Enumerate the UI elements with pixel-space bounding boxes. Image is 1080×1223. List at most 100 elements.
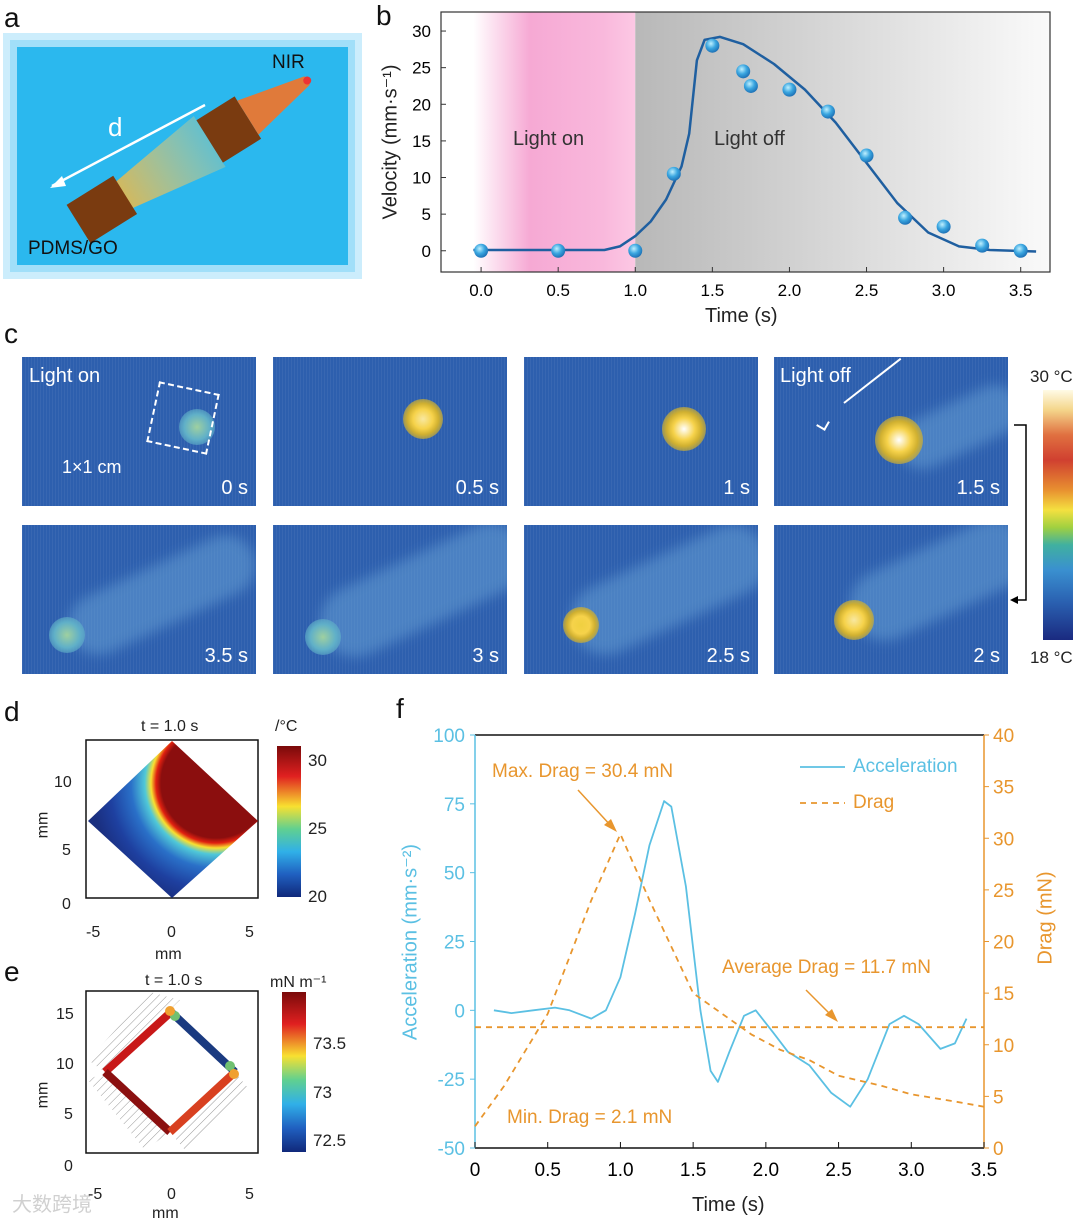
heatmap-y-tick: 10 [54,774,72,791]
x-tick-label: 1.0 [607,1160,633,1181]
x-tick-label: 0.5 [535,1160,561,1181]
frame-time-label: 1 s [723,477,750,499]
y-tick-label: 10 [412,169,431,188]
edge-bottom-right [167,1069,238,1135]
y-tick-label: 20 [412,95,431,114]
y-tick-label: 0 [422,242,431,261]
panel-c-label: c [4,318,18,349]
x-tick-label: 3.5 [1009,281,1033,300]
frame-time-label: 0 s [221,477,248,499]
tension-cbar-tick: 72.5 [313,1131,347,1150]
f-right-y-axis-label: Drag (mN) [1034,871,1057,965]
material-label: PDMS/GO [28,238,118,259]
velocity-data-point [666,166,681,181]
annotation-average-drag: Average Drag = 11.7 mN [722,957,931,978]
heatmap-title: t = 1.0 s [141,718,199,735]
right-y-tick-label: 35 [993,778,1014,799]
heatmap-cbar-tick: 30 [308,751,327,770]
x-tick-label: 1.0 [623,281,647,300]
panel-d-label: d [4,696,20,727]
x-tick-label: 1.5 [701,281,725,300]
right-y-tick-label: 10 [993,1036,1014,1057]
distance-arrow [51,103,206,188]
nir-label: NIR [272,52,305,73]
pdms-go-block [66,175,138,244]
frame-time-label: 2 s [973,645,1000,667]
right-y-tick-label: 40 [993,726,1014,747]
light-beam [112,116,226,210]
panel-a-label: a [4,2,20,33]
heatmap-cbar-tick: 20 [308,887,327,906]
thermal-frame: 0 s Light on 1×1 cm [22,357,256,506]
tension-cbar-tick: 73 [313,1083,332,1102]
plot-frame [440,11,1051,273]
panel-e-label: e [4,956,20,987]
right-y-tick-label: 5 [993,1087,1004,1108]
edge-top-left [102,1009,174,1075]
velocity-data-point [743,78,758,93]
tension-map-title: t = 1.0 s [145,972,203,989]
max-drag-arrowhead [604,819,617,832]
velocity-data-point [936,219,951,234]
x-tick-label: 0 [470,1160,481,1181]
left-y-tick-label: -50 [438,1139,465,1160]
light-off-label: Light off [780,365,851,387]
heatmap-x-tick: 0 [167,924,176,941]
f-x-axis-label: Time (s) [692,1194,765,1216]
right-y-tick-label: 15 [993,984,1014,1005]
nir-source-block [196,96,262,163]
hot-spot [662,407,706,451]
velocity-data-point [975,238,990,253]
tension-cbar-tick: 73.5 [313,1034,347,1053]
hot-spot [563,607,599,643]
tension-y-tick: 15 [56,1006,74,1023]
heatmap-colorbar-unit: /°C [275,718,298,735]
surface-tension-colorbar [282,992,306,1152]
frame-time-label: 2.5 s [706,645,750,667]
x-tick-label: 2.5 [855,281,879,300]
hot-spot [305,619,341,655]
x-tick-label: 2.5 [825,1160,851,1181]
hot-spot [834,600,874,640]
left-y-tick-label: 25 [444,933,465,954]
thermal-frame: 3.5 s [22,525,256,674]
f-left-y-axis-label: Acceleration (mm·s⁻²) [399,843,422,1041]
hot-spot [403,399,443,439]
frame-time-label: 3.5 s [204,645,248,667]
series-acceleration [493,800,968,1108]
panel-f-label: f [396,693,404,724]
left-y-tick-label: 50 [444,864,465,885]
thermal-frame: 1.5 s Light off [774,357,1008,506]
thermal-frame: 3 s [273,525,507,674]
region-label-light-on: Light on [513,128,585,150]
right-y-tick-label: 30 [993,829,1014,850]
x-tick-label: 3.5 [971,1160,997,1181]
temperature-colorbar [277,746,301,897]
legend-drag: Drag [853,792,895,813]
velocity-data-point [782,82,797,97]
frame-time-label: 3 s [472,645,499,667]
tension-y-tick: 0 [64,1158,73,1175]
y-tick-label: 30 [412,22,431,41]
left-y-tick-label: 100 [433,726,465,747]
heatmap-cbar-tick: 25 [308,819,327,838]
velocity-data-point [551,243,566,258]
y-tick-label: 5 [422,205,431,224]
hot-spot [49,617,85,653]
x-tick-label: 3.0 [898,1160,924,1181]
scale-label: 1×1 cm [62,457,122,477]
x-tick-label: 2.0 [753,1160,779,1181]
velocity-data-point [474,243,489,258]
thermal-frame: 1 s [524,357,758,506]
annotation-min-drag: Min. Drag = 2.1 mN [507,1107,673,1128]
light-off-region [635,12,1050,272]
tension-y-tick: 5 [64,1106,73,1123]
thermal-frame: 2 s [774,525,1008,674]
left-y-tick-label: 0 [454,1001,465,1022]
legend-acceleration: Acceleration [853,756,958,777]
y-tick-label: 15 [412,132,431,151]
thermal-frame: 2.5 s [524,525,758,674]
light-on-region [473,12,636,272]
thermal-colorbar-max: 30 °C [1030,367,1073,386]
